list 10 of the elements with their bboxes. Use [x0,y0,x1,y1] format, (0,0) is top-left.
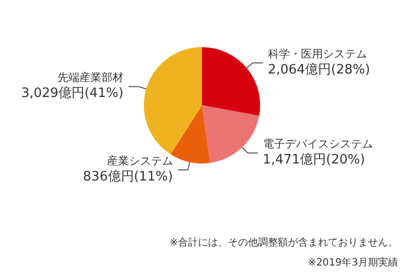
slice-label: 電子デバイスシステム [262,138,373,151]
slice-label: 産業システム [106,154,173,168]
slice-label: 科学・医用システム [268,47,367,60]
text: ※合計には、その他調整額が含まれておりません。 [170,236,398,248]
data-label: 836億円(11%) [83,169,173,184]
data-label: 1,471億円(20%) [262,152,366,168]
slice-label: 先端産業部材 [57,71,124,84]
data-label: 3,029億円(41%) [21,86,124,102]
text: ※2019年3月期実績 [308,256,398,268]
data-label: 2,064億円(28%) [268,62,370,78]
